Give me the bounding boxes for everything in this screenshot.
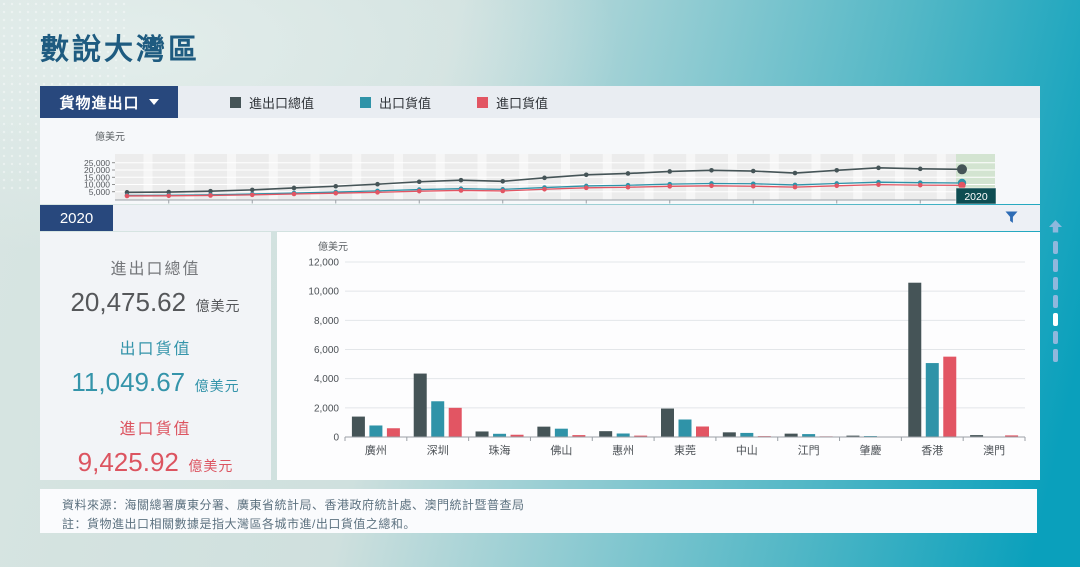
svg-text:珠海: 珠海	[489, 443, 511, 457]
year-selector[interactable]: 2020	[40, 205, 113, 231]
svg-text:中山: 中山	[736, 444, 758, 457]
svg-text:香港: 香港	[921, 444, 943, 457]
stat-total-unit: 億美元	[195, 298, 241, 314]
svg-text:廣州: 廣州	[365, 443, 387, 457]
stat-import-unit: 億美元	[188, 458, 234, 474]
svg-text:15,000: 15,000	[84, 172, 110, 182]
svg-text:12,000: 12,000	[308, 258, 339, 269]
svg-text:6,000: 6,000	[314, 345, 339, 356]
svg-text:深圳: 深圳	[427, 444, 449, 457]
stat-total-value: 20,475.62	[70, 287, 187, 317]
scroll-dash	[1052, 259, 1058, 272]
legend-label-total: 進出口總值	[249, 95, 315, 111]
svg-text:2020: 2020	[964, 191, 988, 203]
category-dropdown-label: 貨物進出口	[59, 94, 140, 112]
scroll-dash-current	[1052, 313, 1058, 326]
scroll-indicator[interactable]	[1047, 220, 1063, 362]
data-source-text: 資料來源：海關總署廣東分署、廣東省統計局、香港政府統計處、澳門統計暨普查局	[62, 498, 525, 512]
legend-swatch-import	[477, 96, 489, 108]
stat-total: 進出口總值 20,475.62 億美元	[40, 255, 271, 318]
stat-export-label: 出口貨值	[119, 341, 192, 358]
svg-text:10,000: 10,000	[308, 287, 339, 298]
svg-text:億美元: 億美元	[95, 130, 125, 143]
page-title: 數說大灣區	[40, 34, 201, 66]
stat-total-label: 進出口總值	[110, 261, 201, 278]
scroll-track	[1052, 241, 1058, 362]
scroll-dash	[1052, 349, 1058, 362]
arrow-up-icon	[1048, 220, 1062, 233]
legend-swatch-total	[230, 96, 241, 108]
legend-item-export[interactable]: 出口貨值	[360, 93, 431, 112]
svg-text:東莞: 東莞	[674, 444, 696, 457]
legend-swatch-export	[360, 96, 372, 108]
scroll-dash	[1052, 241, 1058, 254]
stat-import-value: 9,425.92	[77, 447, 179, 477]
stat-import: 進口貨值 9,425.92 億美元	[40, 415, 271, 478]
svg-text:2,000: 2,000	[314, 403, 339, 414]
legend-label-import: 進口貨值	[496, 95, 549, 111]
timeline-chart[interactable]: 億美元 5,000 10,000 15,000 20,000 25,000 2020	[40, 118, 1040, 205]
legend-item-total[interactable]: 進出口總值	[230, 93, 314, 112]
category-dropdown[interactable]: 貨物進出口	[40, 86, 178, 118]
chart-legend: 進出口總值 出口貨值 進口貨值	[178, 86, 1040, 118]
scroll-dash	[1052, 295, 1058, 308]
svg-text:10,000: 10,000	[84, 180, 110, 190]
svg-text:億美元: 億美元	[318, 240, 348, 253]
scroll-dash	[1052, 331, 1058, 344]
control-row: 貨物進出口 進出口總值 出口貨值 進口貨值	[40, 86, 1040, 118]
svg-text:4,000: 4,000	[314, 374, 339, 385]
svg-text:惠州: 惠州	[612, 443, 634, 457]
stat-export-value: 11,049.67	[71, 367, 186, 397]
funnel-icon[interactable]	[1005, 211, 1018, 224]
svg-text:佛山: 佛山	[550, 444, 572, 457]
note-text: 註：貨物進出口相關數據是指大灣區各城市進/出口貨值之總和。	[62, 517, 416, 531]
svg-text:8,000: 8,000	[314, 316, 339, 327]
svg-text:江門: 江門	[798, 444, 820, 457]
filter-row: 2020	[40, 205, 1040, 231]
stat-export-unit: 億美元	[194, 378, 240, 394]
svg-text:肇慶: 肇慶	[859, 443, 881, 457]
svg-text:澳門: 澳門	[983, 444, 1005, 457]
stat-import-label: 進口貨值	[119, 421, 192, 438]
city-bar-chart-svg: 億美元 0 2,000 4,000 6,000 8,000 10,000 12,000 廣州 深圳…	[308, 240, 1026, 457]
footnote-panel: 資料來源：海關總署廣東分署、廣東省統計局、香港政府統計處、澳門統計暨普查局 註：…	[40, 489, 1037, 533]
svg-text:25,000: 25,000	[84, 158, 110, 168]
svg-text:0: 0	[333, 433, 339, 444]
legend-label-export: 出口貨值	[379, 95, 432, 111]
legend-item-import[interactable]: 進口貨值	[477, 93, 548, 112]
city-bar-chart[interactable]: 億美元 0 2,000 4,000 6,000 8,000 10,000 12,000 廣州 深圳…	[277, 232, 1040, 480]
svg-text:20,000: 20,000	[84, 165, 110, 175]
scroll-dash	[1052, 277, 1058, 290]
stat-export: 出口貨值 11,049.67 億美元	[40, 335, 271, 398]
chevron-down-icon	[148, 99, 159, 105]
summary-panel: 進出口總值 20,475.62 億美元 出口貨值 11,049.67 億美元 進…	[40, 232, 271, 480]
svg-text:5,000: 5,000	[89, 187, 111, 197]
